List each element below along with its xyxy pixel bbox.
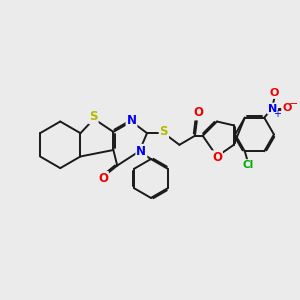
Text: O: O bbox=[282, 103, 292, 113]
Text: −: − bbox=[289, 99, 298, 109]
Text: N: N bbox=[268, 103, 277, 114]
Text: +: + bbox=[273, 109, 281, 119]
Text: N: N bbox=[136, 145, 146, 158]
Text: O: O bbox=[270, 88, 279, 98]
Text: O: O bbox=[98, 172, 108, 185]
Text: S: S bbox=[89, 110, 98, 123]
Text: N: N bbox=[127, 114, 136, 127]
Text: S: S bbox=[160, 125, 168, 138]
Text: Cl: Cl bbox=[243, 160, 254, 170]
Text: O: O bbox=[212, 151, 222, 164]
Text: O: O bbox=[194, 106, 204, 119]
